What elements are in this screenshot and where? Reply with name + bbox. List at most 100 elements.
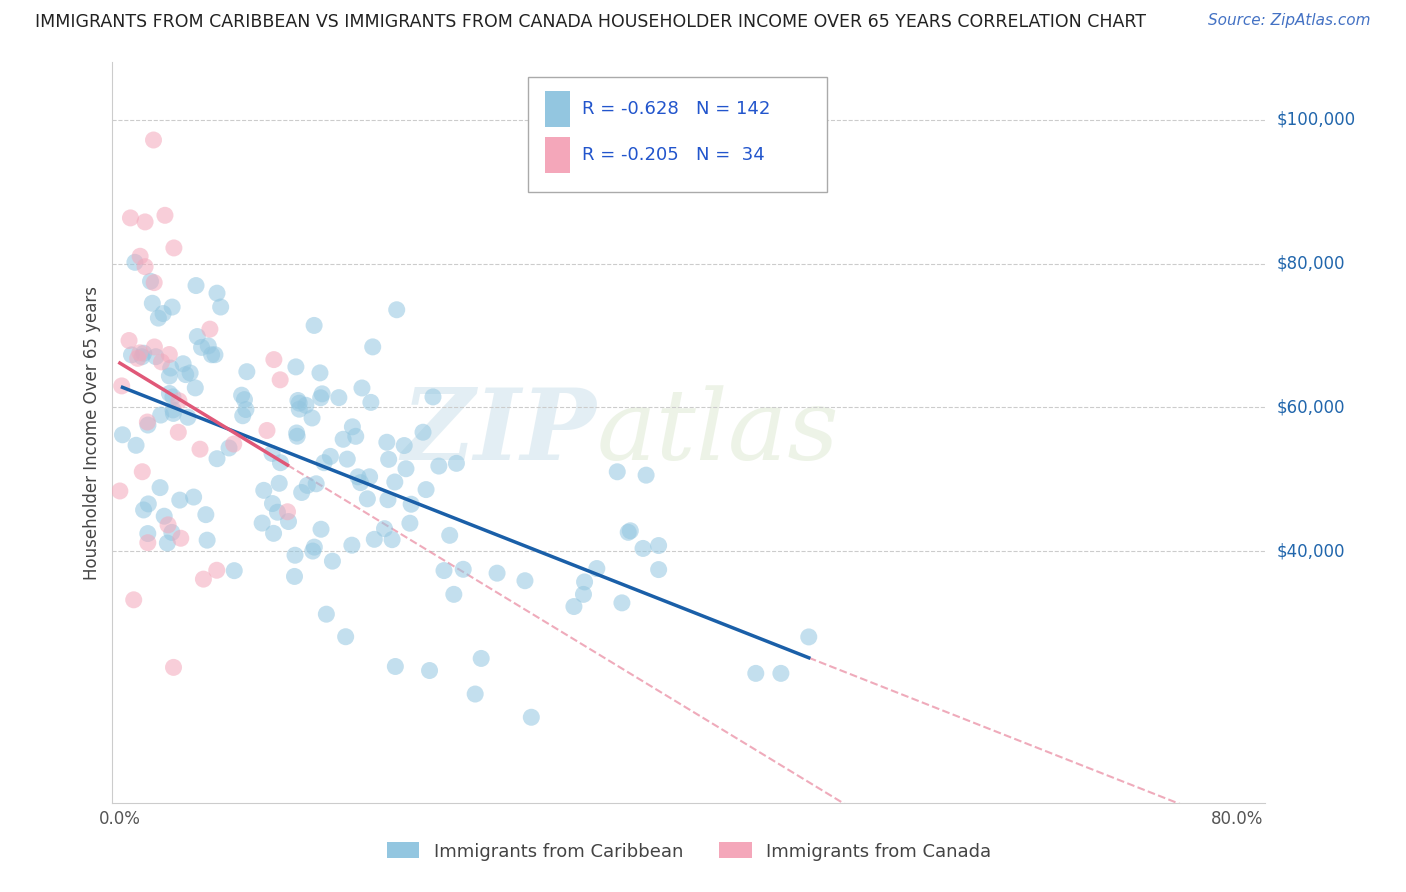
Point: [193, 572, 215, 586]
Point: [284, 548, 307, 562]
Point: [204, 348, 226, 362]
Point: [392, 438, 415, 452]
Point: [132, 346, 155, 360]
Point: [385, 302, 408, 317]
Point: [231, 388, 253, 402]
Point: [205, 451, 228, 466]
Text: atlas: atlas: [596, 385, 839, 480]
Text: IMMIGRANTS FROM CARIBBEAN VS IMMIGRANTS FROM CANADA HOUSEHOLDER INCOME OVER 65 Y: IMMIGRANTS FROM CARIBBEAN VS IMMIGRANTS …: [35, 13, 1146, 31]
Point: [162, 660, 184, 674]
Point: [395, 461, 418, 475]
Point: [141, 296, 163, 310]
Point: [381, 533, 404, 547]
Point: [163, 241, 186, 255]
Point: [190, 340, 212, 354]
Point: [277, 515, 299, 529]
Point: [513, 574, 536, 588]
Point: [108, 483, 131, 498]
Point: [143, 340, 166, 354]
Point: [162, 403, 184, 417]
Point: [134, 260, 156, 274]
Point: [309, 391, 332, 405]
Point: [218, 441, 240, 455]
Point: [131, 465, 153, 479]
Point: [143, 276, 166, 290]
Point: [427, 458, 450, 473]
Point: [301, 544, 323, 558]
Point: [136, 535, 159, 549]
Point: [399, 516, 422, 531]
Point: [464, 687, 486, 701]
Point: [384, 475, 406, 489]
Point: [269, 373, 291, 387]
Point: [170, 531, 193, 545]
Point: [183, 490, 205, 504]
Point: [312, 456, 335, 470]
Point: [256, 424, 278, 438]
Point: [157, 369, 180, 384]
Point: [263, 526, 285, 541]
Point: [745, 666, 768, 681]
Point: [209, 300, 232, 314]
Point: [585, 561, 607, 575]
Point: [269, 476, 291, 491]
Point: [197, 339, 219, 353]
Point: [606, 465, 628, 479]
Point: [276, 505, 298, 519]
Point: [375, 435, 398, 450]
Point: [188, 442, 211, 457]
Point: [129, 249, 152, 263]
Point: [340, 538, 363, 552]
Y-axis label: Householder Income Over 65 years: Householder Income Over 65 years: [83, 285, 101, 580]
Point: [344, 429, 367, 443]
Point: [205, 286, 228, 301]
Point: [446, 456, 468, 470]
Point: [412, 425, 434, 440]
Point: [309, 522, 332, 536]
Point: [350, 381, 373, 395]
Point: [574, 574, 596, 589]
Point: [124, 255, 146, 269]
Point: [195, 533, 218, 548]
Point: [433, 564, 456, 578]
Point: [132, 503, 155, 517]
Point: [184, 381, 207, 395]
Point: [179, 366, 201, 380]
Point: [342, 419, 364, 434]
Text: R = -0.205   N =  34: R = -0.205 N = 34: [582, 146, 765, 164]
FancyBboxPatch shape: [546, 91, 571, 127]
Point: [153, 208, 176, 222]
Point: [236, 365, 259, 379]
Point: [572, 587, 595, 601]
Text: R = -0.628   N = 142: R = -0.628 N = 142: [582, 100, 770, 118]
Point: [301, 411, 323, 425]
Point: [305, 476, 328, 491]
Text: $80,000: $80,000: [1277, 255, 1346, 273]
Point: [335, 630, 357, 644]
Point: [131, 350, 153, 364]
Point: [149, 408, 172, 422]
FancyBboxPatch shape: [546, 137, 571, 173]
Point: [311, 387, 333, 401]
Point: [250, 516, 273, 530]
Point: [162, 390, 184, 404]
Point: [769, 666, 792, 681]
Point: [302, 318, 325, 333]
Point: [263, 352, 285, 367]
Point: [422, 390, 444, 404]
Point: [260, 446, 283, 460]
Legend: Immigrants from Caribbean, Immigrants from Canada: Immigrants from Caribbean, Immigrants fr…: [380, 835, 998, 868]
Point: [167, 425, 190, 440]
Point: [266, 505, 288, 519]
Point: [156, 536, 179, 550]
Point: [169, 493, 191, 508]
Point: [336, 452, 359, 467]
Point: [619, 524, 641, 538]
Point: [162, 406, 184, 420]
Point: [184, 278, 207, 293]
Point: [136, 415, 159, 429]
Point: [136, 497, 159, 511]
Point: [321, 554, 343, 568]
Point: [122, 592, 145, 607]
Point: [610, 596, 633, 610]
